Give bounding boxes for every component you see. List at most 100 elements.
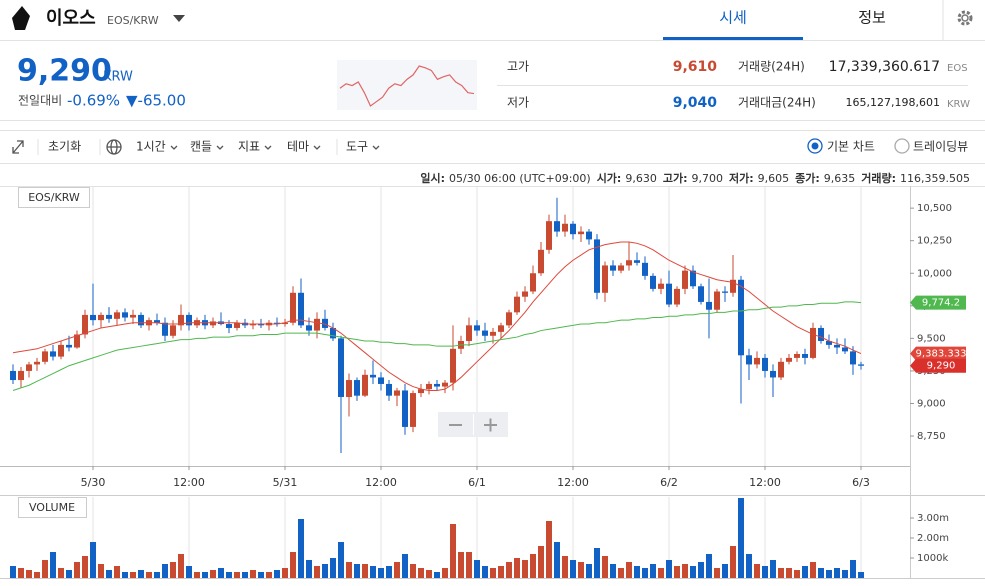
stat-value: 9,610 [673,59,718,75]
zoom-in[interactable] [484,418,497,432]
volume-bar [434,572,440,578]
price-tag-label: 9,290 [927,361,956,372]
tab[interactable]: 정보 [858,9,886,27]
candle-body [386,383,392,396]
fullscreen-button[interactable] [12,140,24,154]
y-tick-label: 1000k [917,553,948,564]
toolbar-menu[interactable]: 캔들 [190,140,212,154]
volume-bar [258,572,264,578]
volume-bar [346,562,352,578]
x-tick-label: 6/3 [852,476,870,489]
volume-bar [402,554,408,578]
volume-bar [642,568,648,578]
candle-body [394,390,400,396]
dropdown-arrow[interactable] [173,15,185,22]
volume-bar [546,521,552,578]
volume-bar [778,568,784,578]
toolbar-menu[interactable]: 지표 [238,140,260,154]
volume-bar [634,566,640,578]
volume-bar [170,562,176,578]
candle-body [138,314,144,326]
candle-body [474,325,480,331]
chart-label-box [18,187,90,208]
candle-body [754,357,760,365]
candle-body [794,354,800,358]
coin-logo [12,6,30,30]
volume-bar [802,566,808,578]
info-label: 저가: [729,171,754,185]
candle-body [562,223,568,232]
coin-pair[interactable]: EOS/KRW [107,14,159,27]
volume-bar [602,556,608,578]
candle-body [778,361,784,378]
price-tag [910,358,966,373]
volume-bar [650,564,656,578]
candle-body [818,327,824,341]
x-tick-label: 5/30 [81,476,106,489]
candle-body [578,231,584,235]
candle-body [850,351,856,365]
volume-bar [818,568,824,578]
volume-bar [322,564,328,578]
candle-body [450,348,456,383]
radio-checked[interactable] [807,138,823,154]
candle-body [426,383,432,390]
volume-bar [450,524,456,578]
volume-bar [578,562,584,578]
volume-bar [834,568,840,578]
volume-bar [570,560,576,578]
volume-bar [58,568,64,578]
settings-button[interactable] [957,10,973,26]
info-label: 일시: [420,171,445,185]
candle-body [802,354,808,358]
candle-body [594,239,600,293]
candle-body [498,325,504,332]
info-label: 고가: [663,171,688,185]
x-tick-label: 6/1 [468,476,486,489]
toolbar-menu[interactable]: 테마 [287,140,309,154]
candle-body [314,318,320,331]
volume-bar [202,572,208,578]
volume-bar [506,562,512,578]
candle-body [346,380,352,397]
chevron [216,145,224,150]
candle-body [90,314,96,321]
view-option[interactable]: 기본 차트 [827,140,875,154]
volume-bar [106,570,112,578]
candle-body [482,330,488,336]
toolbar-menu[interactable]: 도구 [346,140,368,154]
candle-body [82,314,88,335]
zoom-controls [438,412,508,437]
volume-bar [482,566,488,578]
sparkline [339,65,475,107]
radio[interactable] [894,138,910,154]
volume-bar [194,572,200,578]
reset-button[interactable]: 초기화 [48,140,81,154]
interval-menu[interactable]: 1시간 [136,140,166,154]
candle-body [66,344,72,348]
candle-body [106,314,112,319]
volume-bar [242,572,248,578]
tab-active[interactable]: 시세 [719,9,747,27]
info-value: 9,630 [625,172,657,185]
volume-bar [706,554,712,578]
volume-bar [554,542,560,578]
price-tag-label: 9,774.2 [922,298,960,309]
candle-body [738,279,744,356]
moving-average [12,301,862,391]
volume-bar [794,570,800,578]
volume-bar [394,562,400,578]
view-option[interactable]: 트레이딩뷰 [913,140,968,154]
volume-bar [586,564,592,578]
volume-bar [66,570,72,578]
volume-bar [274,570,280,578]
info-value: 116,359.505 [900,172,970,185]
candle-body [186,314,192,326]
stat-unit: EOS [947,63,968,74]
candle-body [98,314,104,321]
volume-bar [162,564,168,578]
info-value: 9,605 [758,172,790,185]
globe-icon[interactable] [106,139,122,155]
volume-bar [458,552,464,578]
